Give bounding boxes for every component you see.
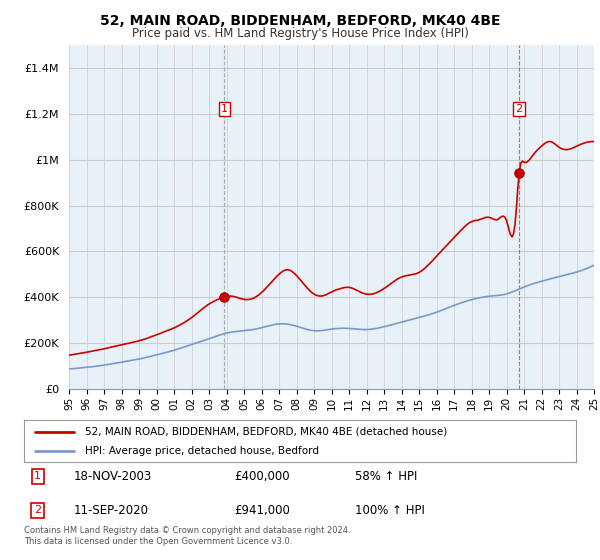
Text: 52, MAIN ROAD, BIDDENHAM, BEDFORD, MK40 4BE: 52, MAIN ROAD, BIDDENHAM, BEDFORD, MK40 …	[100, 14, 500, 28]
Text: 58% ↑ HPI: 58% ↑ HPI	[355, 470, 418, 483]
Text: 100% ↑ HPI: 100% ↑ HPI	[355, 504, 425, 517]
Text: 11-SEP-2020: 11-SEP-2020	[74, 504, 149, 517]
Text: 52, MAIN ROAD, BIDDENHAM, BEDFORD, MK40 4BE (detached house): 52, MAIN ROAD, BIDDENHAM, BEDFORD, MK40 …	[85, 427, 447, 437]
Text: Contains HM Land Registry data © Crown copyright and database right 2024.
This d: Contains HM Land Registry data © Crown c…	[24, 526, 350, 546]
Text: 2: 2	[515, 104, 523, 114]
Text: £400,000: £400,000	[234, 470, 289, 483]
Text: 1: 1	[221, 104, 228, 114]
Text: 2: 2	[34, 505, 41, 515]
Text: Price paid vs. HM Land Registry's House Price Index (HPI): Price paid vs. HM Land Registry's House …	[131, 27, 469, 40]
Text: £941,000: £941,000	[234, 504, 290, 517]
Text: HPI: Average price, detached house, Bedford: HPI: Average price, detached house, Bedf…	[85, 446, 319, 456]
Text: 1: 1	[34, 472, 41, 482]
Text: 18-NOV-2003: 18-NOV-2003	[74, 470, 152, 483]
